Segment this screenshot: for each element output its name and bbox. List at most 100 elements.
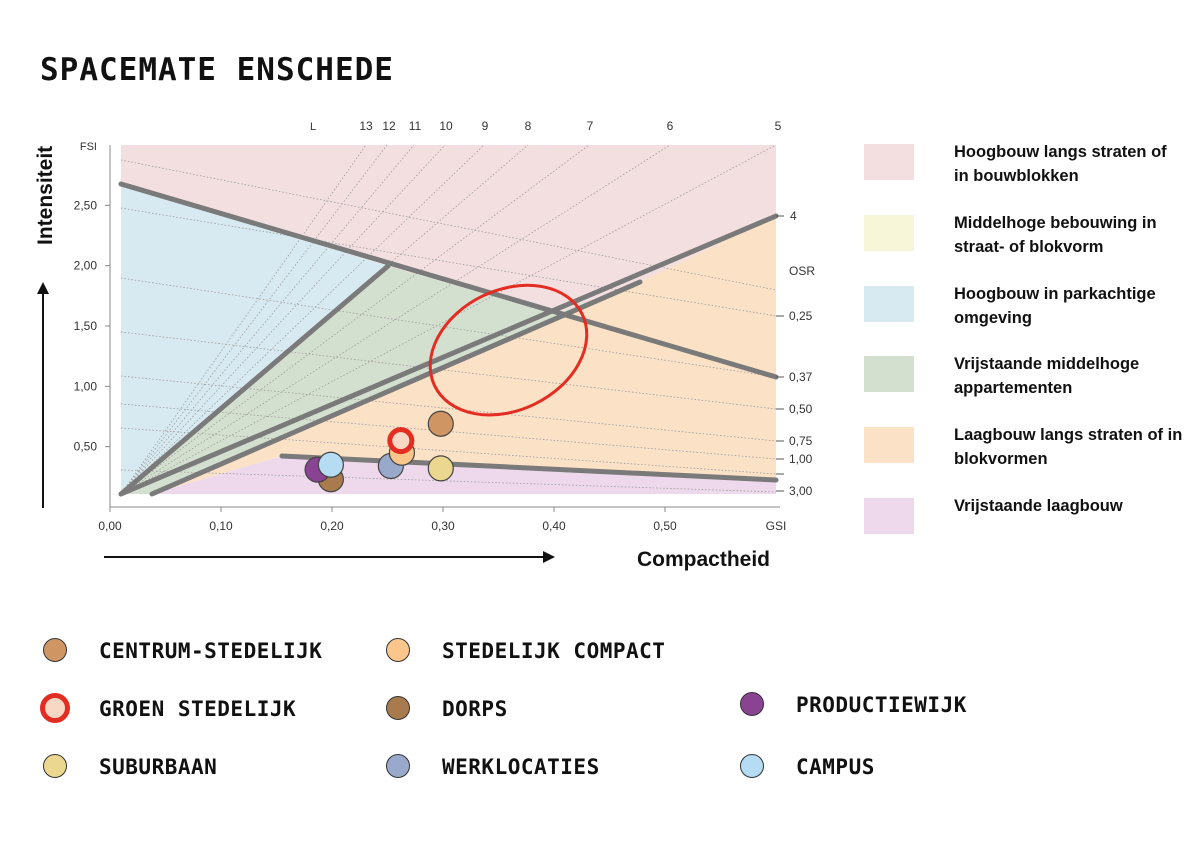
osr-value-label: 0,50 (789, 402, 813, 416)
region-boundary-line (118, 181, 779, 380)
osr-value-label: 1,00 (789, 452, 813, 466)
osr-value-label: 0,37 (789, 370, 813, 384)
legend-swatch (864, 356, 914, 392)
osr-guide-line (120, 375, 777, 442)
region-boundary-line (118, 213, 779, 497)
layer-value-label: 8 (525, 119, 532, 133)
legend-item: Laagbouw langs straten of in blokvormen (864, 423, 1184, 483)
typology-label: CAMPUS (796, 755, 875, 779)
chart-guide-lines (120, 144, 777, 495)
legend-item: Middelhoge bebouwing in straat- of blokv… (864, 211, 1184, 271)
typology-marker (386, 638, 410, 662)
legend-swatch (864, 144, 914, 180)
typology-marker (40, 693, 70, 723)
legend-label: Hoogbouw langs straten of in bouwblokken (954, 143, 1167, 185)
typology-marker (43, 754, 67, 778)
layer-value-label: 7 (587, 119, 594, 133)
data-point (317, 451, 344, 478)
region-boundary-line (149, 279, 643, 497)
legend-label: Vrijstaande middelhoge appartementen (954, 355, 1140, 397)
data-point (427, 455, 454, 482)
osr-guide-line (120, 469, 777, 493)
data-point (427, 410, 454, 437)
layer-value-label: 10 (439, 119, 453, 133)
legend-item: Vrijstaande laagbouw (864, 494, 1184, 554)
layer-value-label: 6 (667, 119, 674, 133)
layer-value-label: 4 (790, 209, 797, 223)
legend-label: Hoogbouw in parkachtige omgeving (954, 285, 1156, 327)
chart-axes (105, 145, 780, 512)
typology-marker (43, 638, 67, 662)
osr-guide-line (120, 207, 777, 317)
x-axis-title: Compactheid (637, 548, 770, 571)
x-tick-label: 0,40 (542, 519, 566, 533)
layer-value-label: 9 (482, 119, 489, 133)
typology-marker (386, 754, 410, 778)
chart-points (304, 283, 589, 493)
legend-swatch (864, 215, 914, 251)
osr-guide-line (120, 331, 777, 410)
x-tick-label: 0,20 (320, 519, 344, 533)
legend-label: Laagbouw langs straten of in blokvormen (954, 426, 1183, 468)
data-point (387, 427, 415, 455)
layer-guide-line (120, 144, 367, 495)
highlight-ellipse (428, 283, 589, 417)
typology-marker (740, 692, 764, 716)
typology-label: SUBURBAAN (99, 755, 218, 779)
page-title: SPACEMATE ENSCHEDE (40, 52, 394, 88)
osr-value-label: 0,75 (789, 434, 813, 448)
osr-guide-line (120, 403, 777, 460)
layer-guide-line (120, 144, 415, 495)
osr-axis-label: OSR (789, 264, 815, 278)
legend-label: Vrijstaande laagbouw (954, 497, 1123, 515)
osr-value-label: 0,25 (789, 309, 813, 323)
typology-label: STEDELIJK COMPACT (442, 639, 666, 663)
typology-label: CENTRUM-STEDELIJK (99, 639, 323, 663)
y-axis-title: Intensiteit (34, 146, 57, 245)
typology-label: PRODUCTIEWIJK (796, 693, 967, 717)
x-tick-label: 0,00 (98, 519, 122, 533)
region-boundary-line (279, 453, 779, 483)
chart-boundaries (118, 181, 779, 497)
x-tick-label: 0,10 (209, 519, 233, 533)
legend-swatch (864, 286, 914, 322)
chart-labels: 0,00 0,10 0,20 0,30 0,40 0,50 GSI 0,50 1,00 1,50 2… (34, 119, 815, 571)
typology-label: WERKLOCATIES (442, 755, 600, 779)
y-unit-label: FSI (80, 141, 97, 153)
region-area (121, 184, 388, 494)
osr-value-label: 3,00 (789, 484, 813, 498)
layer-guide-line (120, 144, 590, 495)
x-unit-label: GSI (766, 519, 787, 533)
region-area (152, 216, 776, 494)
chart-regions (121, 145, 776, 494)
layer-value-label: 5 (775, 119, 782, 133)
layer-value-label: 11 (409, 119, 422, 133)
typology-marker (740, 754, 764, 778)
layer-value-label: 12 (382, 119, 396, 133)
x-tick-label: 0,30 (431, 519, 455, 533)
region-boundary-line (118, 263, 391, 497)
x-axis-arrow-head (543, 551, 555, 563)
typology-label: DORPS (442, 697, 508, 721)
legend-item: Hoogbouw in parkachtige omgeving (864, 282, 1184, 342)
legend-label: Middelhoge bebouwing in straat- of blokv… (954, 214, 1157, 256)
typology-marker (386, 696, 410, 720)
layer-value-label: 13 (359, 119, 373, 133)
legend-item: Hoogbouw langs straten of in bouwblokken (864, 140, 1184, 200)
y-tick-label: 2,00 (74, 259, 98, 273)
layer-guide-line (120, 144, 446, 495)
y-tick-label: 1,50 (74, 319, 98, 333)
typology-label: GROEN STEDELIJK (99, 697, 297, 721)
osr-guide-line (120, 427, 777, 475)
layer-axis-label: L (310, 121, 316, 133)
y-tick-label: 0,50 (74, 440, 98, 454)
legend-swatch (864, 498, 914, 534)
osr-guide-line (120, 159, 777, 291)
y-tick-label: 1,00 (74, 379, 98, 393)
x-tick-label: 0,50 (653, 519, 677, 533)
legend-item: Vrijstaande middelhoge appartementen (864, 352, 1184, 412)
legend-swatch (864, 427, 914, 463)
y-tick-label: 2,50 (74, 198, 98, 212)
y-axis-arrow-head (37, 282, 49, 294)
